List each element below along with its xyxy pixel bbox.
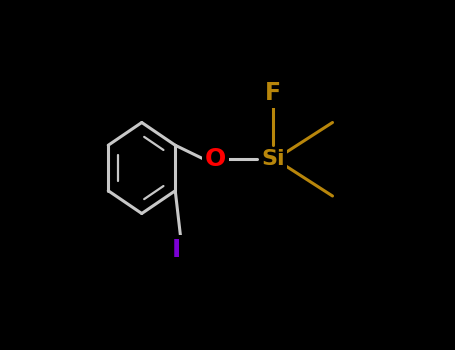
Text: F: F xyxy=(265,81,281,105)
Text: Si: Si xyxy=(261,149,285,169)
Text: I: I xyxy=(172,238,182,262)
Text: O: O xyxy=(205,147,226,171)
